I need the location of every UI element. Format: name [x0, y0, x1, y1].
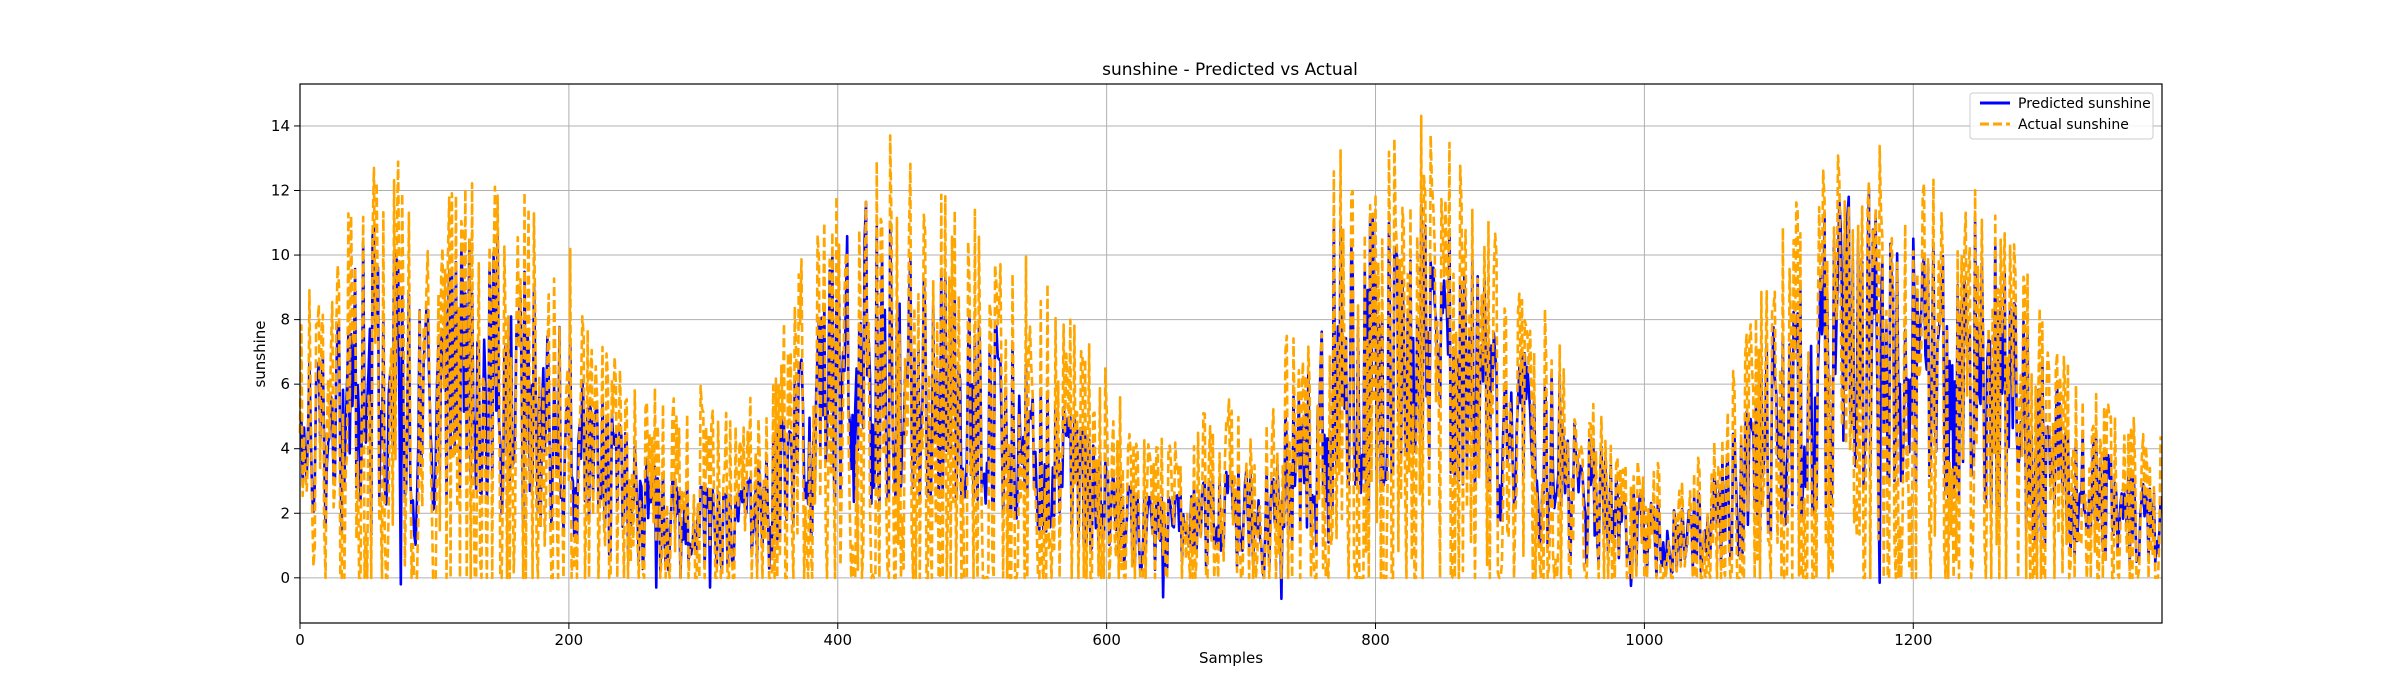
x-tick-label: 600: [1092, 631, 1121, 649]
y-tick-label: 4: [280, 440, 290, 458]
x-axis-label: Samples: [1199, 649, 1263, 667]
legend: Predicted sunshine Actual sunshine: [1969, 92, 2154, 140]
legend-label-actual: Actual sunshine: [2018, 117, 2129, 133]
x-tick-label: 400: [823, 631, 852, 649]
legend-label-predicted: Predicted sunshine: [2018, 96, 2151, 112]
plot-frame: [299, 83, 2163, 624]
y-tick-label: 0: [280, 569, 290, 587]
y-axis-label: sunshine: [251, 320, 269, 387]
y-tick-label: 2: [280, 504, 290, 522]
legend-box: [1969, 92, 2154, 140]
plot-area: [298, 114, 2162, 601]
x-tick-label: 800: [1361, 631, 1390, 649]
y-tick-label: 6: [280, 375, 290, 393]
x-tick-label: 1200: [1894, 631, 1932, 649]
axis-ticks: 0 200 400 600 800 1000 1200 0 2 4 6 8 10 12 14: [271, 117, 1932, 649]
y-tick-label: 10: [271, 246, 290, 264]
y-tick-label: 12: [271, 182, 290, 200]
y-tick-label: 14: [271, 117, 290, 135]
series-line-actual: [298, 114, 2162, 580]
x-tick-label: 1000: [1625, 631, 1663, 649]
x-tick-label: 200: [555, 631, 584, 649]
chart-title: sunshine - Predicted vs Actual: [1102, 60, 1358, 80]
x-tick-label: 0: [295, 631, 305, 649]
y-tick-label: 8: [280, 311, 290, 329]
